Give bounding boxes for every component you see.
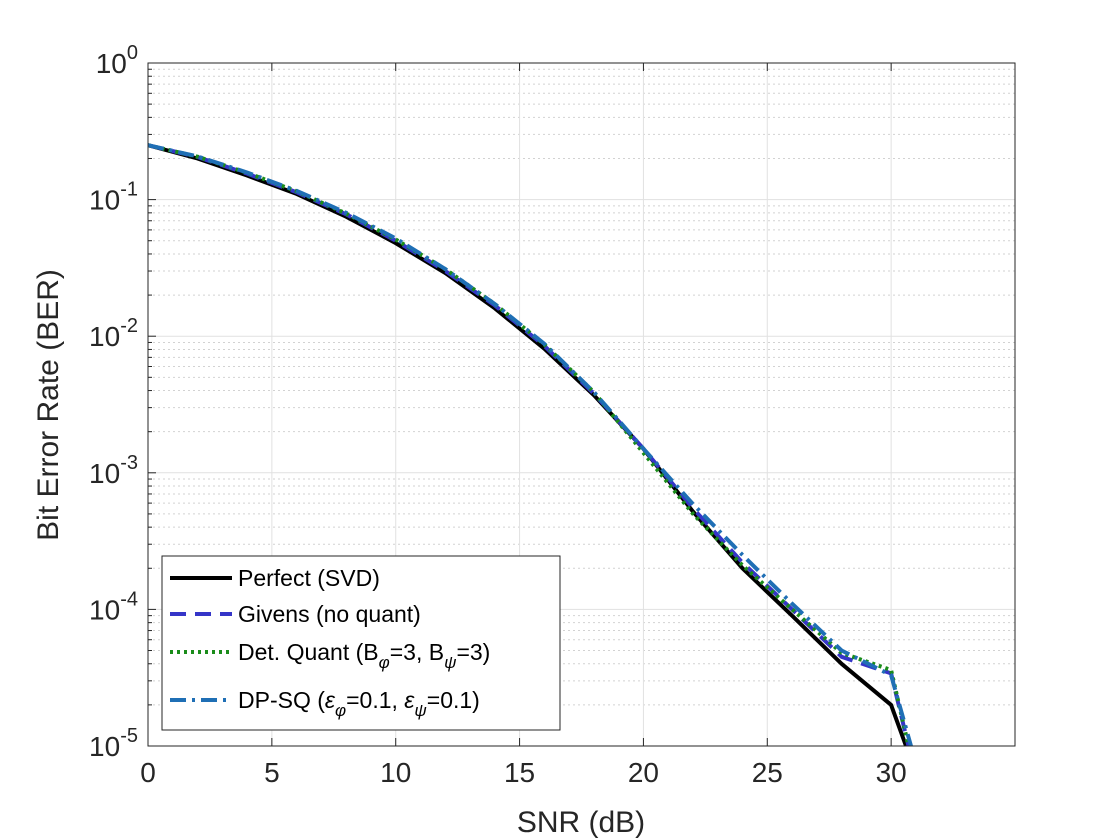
y-tick-label: 10-1 [89,179,138,216]
x-tick-label: 10 [380,757,411,788]
y-axis-label: Bit Error Rate (BER) [32,269,65,541]
series-lines [147,143,913,747]
x-tick-label: 30 [876,757,907,788]
y-tick-label: 10-3 [89,452,138,489]
x-tick-label: 5 [264,757,280,788]
series-line-4 [147,143,913,747]
x-axis-label: SNR (dB) [517,806,645,839]
legend-label-1: Perfect (SVD) [238,565,380,591]
x-tick-label: 0 [140,757,156,788]
y-tick-label: 10-4 [89,588,138,625]
x-tick-label: 15 [504,757,535,788]
legend-label-4: DP-SQ (εφ=0.1, εψ=0.1) [238,687,480,720]
legend-label-2: Givens (no quant) [238,601,421,627]
legend-label-3: Det. Quant (Bφ=3, Bψ=3) [238,639,490,672]
y-tick-label: 100 [96,42,138,79]
legend: Perfect (SVD) Givens (no quant) Det. Quant… [161,555,561,731]
plot-frame [147,62,1016,747]
axis-ticks: 0 5 10 15 20 25 30 100 10-1 10-2 10-3 10-4 10-5 [89,42,907,788]
legend-box [161,555,561,731]
y-tick-label: 10-5 [89,725,138,762]
x-tick-label: 20 [628,757,659,788]
y-tick-label: 10-2 [89,315,138,352]
x-tick-label: 25 [752,757,783,788]
